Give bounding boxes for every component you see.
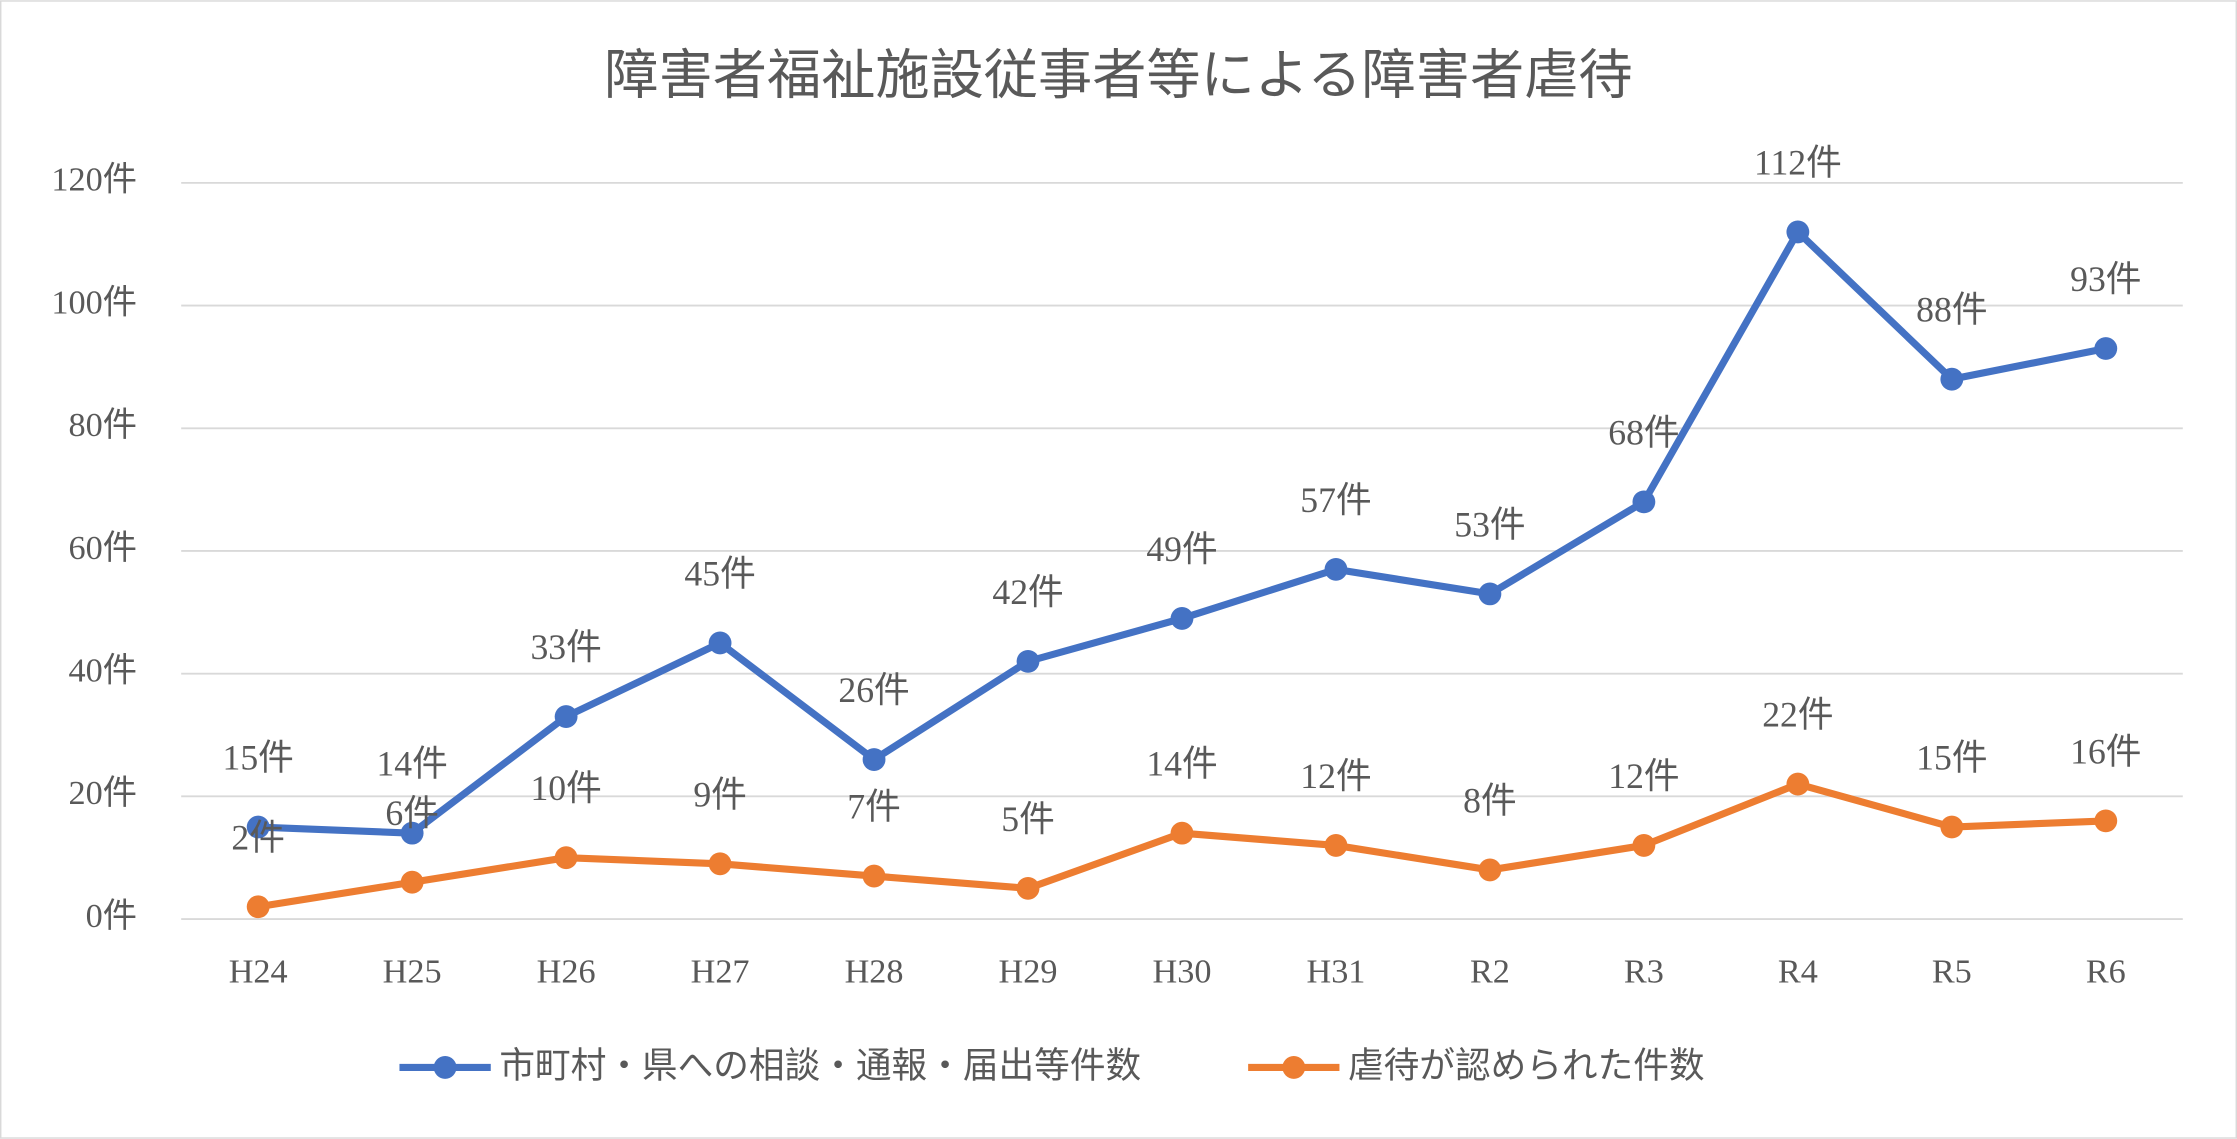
data-label: 49件 bbox=[1146, 529, 1217, 569]
y-tick-label: 0件 bbox=[86, 897, 137, 935]
data-point bbox=[1324, 834, 1348, 857]
data-point bbox=[1632, 834, 1656, 857]
data-label: 14件 bbox=[376, 744, 447, 784]
data-label: 15件 bbox=[223, 738, 294, 778]
x-tick-label: R2 bbox=[1470, 953, 1510, 991]
data-label: 15件 bbox=[1916, 738, 1987, 778]
data-point bbox=[554, 705, 578, 729]
y-tick-label: 100件 bbox=[51, 283, 137, 321]
y-tick-label: 40件 bbox=[69, 652, 137, 690]
data-point bbox=[1324, 557, 1348, 581]
data-label: 8件 bbox=[1463, 781, 1516, 821]
data-point bbox=[1940, 367, 1964, 391]
data-label: 68件 bbox=[1608, 412, 1679, 452]
data-label: 10件 bbox=[530, 768, 601, 808]
y-tick-label: 60件 bbox=[69, 529, 137, 567]
data-label: 45件 bbox=[684, 554, 755, 594]
data-point bbox=[1016, 649, 1040, 673]
y-tick-label: 20件 bbox=[69, 774, 137, 812]
x-tick-label: H29 bbox=[999, 953, 1058, 991]
x-tick-label: H25 bbox=[383, 953, 442, 991]
data-point bbox=[1170, 821, 1194, 845]
data-point bbox=[1478, 582, 1502, 606]
x-tick-label: H26 bbox=[537, 953, 596, 991]
x-tick-label: H31 bbox=[1306, 953, 1365, 991]
data-label: 112件 bbox=[1754, 143, 1842, 183]
legend-marker bbox=[433, 1055, 457, 1079]
data-point bbox=[862, 748, 886, 771]
data-label: 57件 bbox=[1300, 480, 1371, 520]
data-point bbox=[1786, 220, 1810, 244]
data-point bbox=[400, 870, 424, 894]
data-label: 16件 bbox=[2070, 731, 2141, 771]
data-label: 6件 bbox=[385, 793, 438, 833]
data-point bbox=[2094, 337, 2118, 360]
data-label: 2件 bbox=[231, 817, 284, 857]
x-tick-label: H27 bbox=[691, 953, 750, 991]
legend-marker bbox=[1282, 1055, 1306, 1079]
y-tick-label: 120件 bbox=[51, 161, 137, 199]
x-tick-label: R3 bbox=[1624, 953, 1664, 991]
data-label: 33件 bbox=[530, 627, 601, 667]
data-point bbox=[2094, 809, 2118, 833]
legend-label: 虐待が認められた件数 bbox=[1348, 1045, 1705, 1086]
data-point bbox=[246, 815, 270, 839]
data-label: 12件 bbox=[1608, 756, 1679, 796]
x-tick-label: H28 bbox=[845, 953, 904, 991]
data-label: 88件 bbox=[1916, 290, 1987, 330]
chart-title: 障害者福祉施設従事者等による障害者虐待 bbox=[604, 43, 1632, 106]
data-point bbox=[708, 631, 732, 655]
legend-label: 市町村・県への相談・通報・届出等件数 bbox=[499, 1045, 1141, 1086]
y-tick-label: 80件 bbox=[69, 406, 137, 444]
data-point bbox=[1632, 490, 1656, 514]
data-point bbox=[862, 864, 886, 888]
data-label: 93件 bbox=[2070, 259, 2141, 299]
data-label: 14件 bbox=[1146, 744, 1217, 784]
data-point bbox=[554, 846, 578, 870]
x-tick-label: R6 bbox=[2086, 953, 2126, 991]
data-point bbox=[1016, 876, 1040, 900]
x-tick-label: H24 bbox=[229, 953, 288, 991]
data-label: 53件 bbox=[1454, 504, 1525, 544]
x-tick-label: H30 bbox=[1153, 953, 1212, 991]
data-label: 12件 bbox=[1300, 756, 1371, 796]
data-label: 22件 bbox=[1762, 695, 1833, 735]
x-tick-label: R4 bbox=[1778, 953, 1818, 991]
data-point bbox=[1786, 772, 1810, 796]
data-point bbox=[1940, 815, 1964, 839]
data-label: 5件 bbox=[1001, 799, 1054, 839]
x-tick-label: R5 bbox=[1932, 953, 1972, 991]
data-point bbox=[1170, 607, 1194, 630]
data-point bbox=[400, 821, 424, 845]
data-point bbox=[1478, 858, 1502, 882]
data-label: 42件 bbox=[992, 572, 1063, 612]
data-point bbox=[708, 852, 732, 876]
data-label: 7件 bbox=[847, 787, 900, 827]
data-point bbox=[246, 895, 270, 919]
data-label: 26件 bbox=[838, 670, 909, 710]
data-label: 9件 bbox=[693, 774, 746, 814]
